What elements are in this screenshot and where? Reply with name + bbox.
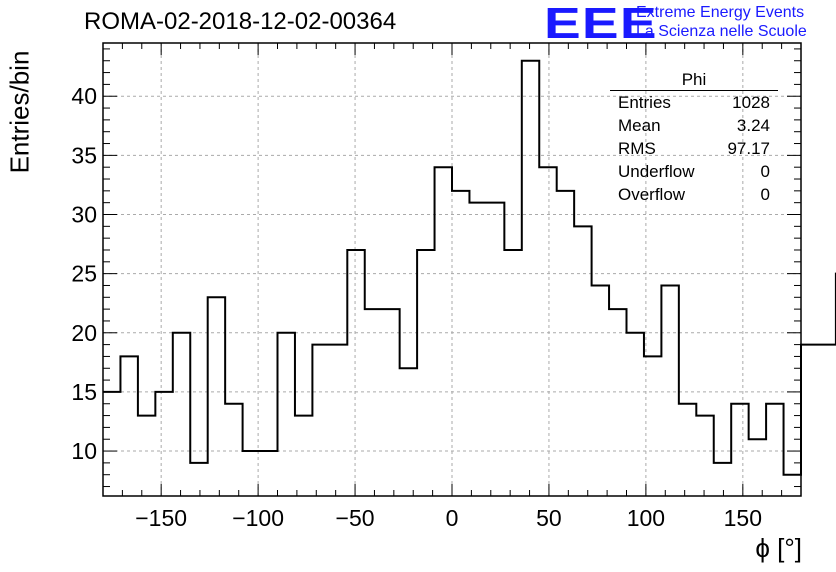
histogram-bin: [574, 226, 591, 496]
x-tick-label: 150: [724, 505, 762, 531]
histogram-bin: [330, 345, 347, 496]
histogram-bin: [365, 309, 382, 496]
y-tick-label: 15: [71, 379, 97, 405]
histogram-bin: [312, 345, 329, 496]
histogram-bin: [435, 167, 452, 496]
stats-label: Entries: [618, 93, 671, 112]
logo-caption-line2: La Scienza nelle Scuole: [636, 23, 807, 40]
x-tick-label: −150: [135, 505, 187, 531]
tick-labels: −150 −100 −50 0 50 100 150 10 15 20 25 30 35 40: [71, 83, 762, 531]
histogram-bin: [103, 392, 120, 496]
grid-lines: [103, 43, 801, 496]
histogram-bin: [295, 416, 312, 496]
y-tick-label: 10: [71, 438, 97, 464]
histogram-bin: [504, 250, 521, 496]
histogram-bin: [278, 333, 295, 496]
stats-value: 97.17: [727, 139, 770, 158]
y-tick-label: 35: [71, 142, 97, 168]
histogram-bin: [627, 333, 644, 496]
histogram-bin: [487, 203, 504, 496]
histogram-bin: [731, 404, 748, 496]
histogram-bin: [417, 250, 434, 496]
histogram-bin: [818, 345, 835, 496]
x-tick-label: 50: [536, 505, 562, 531]
stats-row-mean: Mean 3.24: [610, 114, 778, 137]
axes: [102, 42, 802, 497]
histogram-bin: [784, 475, 801, 496]
histogram-bin: [173, 333, 190, 496]
stats-row-overflow: Overflow 0: [610, 183, 778, 206]
histogram-bin: [347, 250, 364, 496]
histogram-bin: [661, 285, 678, 496]
y-tick-label: 25: [71, 261, 97, 287]
chart-title: ROMA-02-2018-12-02-00364: [84, 8, 397, 35]
logo-caption-line1: Extreme Energy Events: [636, 4, 805, 21]
histogram-bin: [714, 463, 731, 496]
histogram-bin: [644, 356, 661, 496]
histogram-bin: [243, 451, 260, 496]
histogram-bin: [382, 309, 399, 496]
stats-label: Underflow: [618, 162, 695, 181]
histogram-bin: [225, 404, 242, 496]
histogram-bin: [609, 309, 626, 496]
histogram-bin: [557, 191, 574, 496]
x-tick-label: −100: [232, 505, 284, 531]
histogram-bin: [155, 392, 172, 496]
stats-row-entries: Entries 1028: [610, 91, 778, 114]
histogram-bin: [469, 203, 486, 496]
y-tick-label: 30: [71, 202, 97, 228]
x-axis-label: ϕ [°]: [755, 533, 802, 563]
stats-value: 3.24: [736, 116, 770, 135]
y-tick-label: 20: [71, 320, 97, 346]
histogram-bin: [749, 439, 766, 496]
stats-title: Phi: [610, 70, 778, 91]
histogram-bin: [452, 191, 469, 496]
histogram-bin: [539, 167, 556, 496]
x-tick-label: −50: [336, 505, 375, 531]
histogram-bin: [208, 297, 225, 496]
histogram-bin: [400, 368, 417, 496]
stats-row-rms: RMS 97.17: [610, 137, 778, 160]
histogram-bin: [260, 451, 277, 496]
histogram-bin: [801, 345, 818, 496]
histogram-bin: [190, 463, 207, 496]
y-tick-label: 40: [71, 83, 97, 109]
stats-value: 0: [760, 185, 770, 204]
stats-row-underflow: Underflow 0: [610, 160, 778, 183]
x-tick-label: 0: [446, 505, 459, 531]
stats-label: Mean: [618, 116, 661, 135]
stats-value: 1028: [732, 93, 770, 112]
stats-value: 0: [760, 162, 770, 181]
logo-caption: Extreme Energy Events La Scienza nelle S…: [636, 3, 807, 41]
stats-box: Phi Entries 1028 Mean 3.24 RMS 97.17 Und…: [610, 70, 778, 206]
histogram-bin: [138, 416, 155, 496]
x-tick-label: 100: [627, 505, 665, 531]
stats-label: Overflow: [618, 185, 686, 204]
histogram-bin: [120, 356, 137, 496]
histogram-bin: [522, 61, 539, 496]
histogram-bin: [696, 416, 713, 496]
stats-label: RMS: [618, 139, 656, 158]
histogram-bin: [592, 285, 609, 496]
histogram-bin: [766, 404, 783, 496]
y-axis-label: Entries/bin: [4, 50, 35, 174]
histogram-bin: [679, 404, 696, 496]
eee-logo: EEE: [544, 0, 658, 48]
